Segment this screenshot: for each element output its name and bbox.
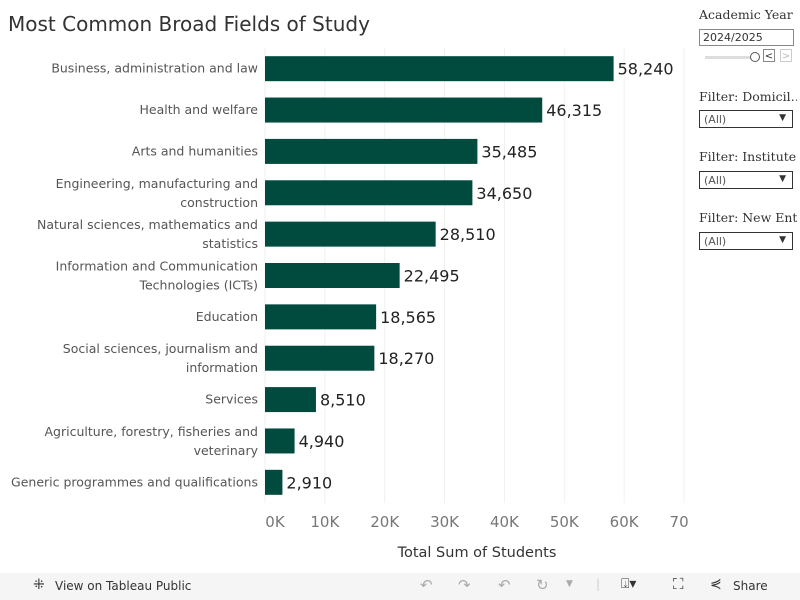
bar [265, 304, 377, 330]
bar [265, 263, 400, 288]
category-label: statistics [202, 236, 258, 251]
bar [265, 221, 436, 247]
x-axis-title: Total Sum of Students [397, 545, 557, 561]
data-label: 18,270 [378, 349, 434, 368]
share-icon[interactable]: ⋞ [710, 576, 722, 592]
category-label: veterinary [194, 443, 259, 458]
filter-domicile-dropdown[interactable]: (All) ▼ [699, 110, 793, 128]
academic-year-label: Academic Year [699, 7, 793, 22]
chart-title: Most Common Broad Fields of Study [8, 12, 370, 36]
view-on-tableau-link[interactable]: View on Tableau Public [55, 579, 192, 593]
category-label: Services [205, 392, 258, 407]
prev-year-button[interactable]: < [763, 49, 775, 62]
data-label: 58,240 [618, 60, 674, 79]
refresh-icon[interactable]: ↻ [536, 576, 549, 594]
chevron-down-icon: ▼ [779, 113, 786, 123]
year-slider-handle[interactable] [750, 52, 760, 62]
x-tick-label: 20K [370, 513, 400, 531]
tableau-logo-icon: ⁜ [33, 577, 45, 593]
data-label: 34,650 [476, 184, 532, 203]
data-label: 46,315 [546, 101, 602, 120]
category-label: Generic programmes and qualifications [11, 474, 258, 489]
category-label: Arts and humanities [132, 143, 258, 158]
dropdown-value: (All) [704, 113, 727, 126]
x-tick-label: 60K [610, 513, 640, 531]
x-tick-label: 0K [265, 513, 286, 531]
category-label: Education [196, 309, 258, 324]
bar [265, 56, 614, 82]
filter-institute-dropdown[interactable]: (All) ▼ [699, 171, 793, 189]
download-icon[interactable]: ⍗▾ [621, 576, 637, 592]
undo-icon[interactable]: ↶ [420, 576, 433, 594]
year-slider-track[interactable] [705, 56, 753, 59]
data-label: 18,565 [380, 308, 436, 327]
fullscreen-icon[interactable]: ⛶ [673, 575, 684, 593]
bar [265, 469, 283, 495]
academic-year-input[interactable]: 2024/2025 [699, 29, 794, 46]
category-label: Agriculture, forestry, fisheries and [45, 424, 259, 439]
x-tick-label: 40K [490, 513, 520, 531]
bar [265, 180, 473, 206]
data-label: 2,910 [286, 473, 332, 492]
data-label: 22,495 [404, 267, 460, 286]
category-label: Social sciences, journalism and [63, 341, 258, 356]
next-year-button[interactable]: > [780, 49, 792, 62]
data-label: 35,485 [481, 142, 537, 161]
x-tick-label: 50K [550, 513, 580, 531]
footer-toolbar: ⁜ View on Tableau Public ↶ ↷ ↶ ↻ ▼ | ⍗▾ … [0, 573, 800, 600]
filter-new-entrant-dropdown[interactable]: (All) ▼ [699, 232, 793, 250]
filter-institute-label: Filter: Institute [699, 149, 797, 164]
dropdown-value: (All) [704, 174, 727, 187]
x-tick-label: 10K [310, 513, 340, 531]
x-tick-label: 70K [670, 513, 690, 531]
share-button[interactable]: Share [733, 579, 768, 593]
category-label: Health and welfare [139, 102, 258, 117]
category-label: construction [180, 195, 258, 210]
revert-icon[interactable]: ↶ [498, 576, 511, 594]
chevron-down-icon: ▼ [779, 174, 786, 184]
bar [265, 345, 375, 371]
category-label: Technologies (ICTs) [138, 278, 258, 293]
category-label: Information and Communication [56, 259, 258, 274]
bar [265, 97, 543, 123]
bar-chart: 0K 10K 20K 30K 40K 50K 60K 70K Total Sum of Stud… [11, 48, 690, 561]
data-label: 8,510 [320, 391, 366, 410]
filter-domicile-label: Filter: Domicil… [699, 89, 797, 104]
category-label: information [186, 360, 258, 375]
bar [265, 428, 295, 454]
chevron-down-icon[interactable]: ▼ [566, 579, 573, 589]
filter-new-entrant-label: Filter: New Ent… [699, 210, 797, 225]
category-label: Natural sciences, mathematics and [37, 217, 258, 232]
redo-icon[interactable]: ↷ [458, 576, 471, 594]
divider: | [596, 577, 601, 591]
x-tick-label: 30K [430, 513, 460, 531]
data-label: 4,940 [299, 432, 345, 451]
bar [265, 387, 316, 413]
dropdown-value: (All) [704, 235, 727, 248]
category-label: Engineering, manufacturing and [56, 176, 258, 191]
category-label: Business, administration and law [51, 61, 258, 76]
chevron-down-icon: ▼ [779, 235, 786, 245]
bar [265, 138, 478, 164]
data-label: 28,510 [440, 225, 496, 244]
